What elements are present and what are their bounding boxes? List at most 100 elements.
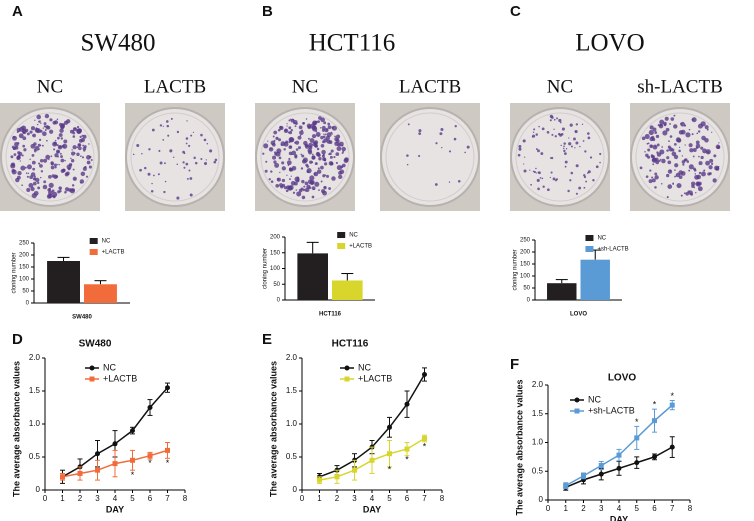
colony: [330, 149, 334, 153]
colony: [675, 137, 681, 143]
colony: [584, 150, 587, 153]
legend-label: NC: [358, 362, 371, 372]
point: [60, 474, 65, 480]
colony: [671, 151, 677, 157]
colony: [583, 186, 586, 189]
colony: [72, 131, 76, 135]
colony: [649, 169, 652, 172]
colony: [163, 190, 166, 194]
point: [95, 451, 100, 457]
colony: [268, 178, 271, 181]
photo-label: LACTB: [144, 76, 206, 97]
colony: [708, 165, 713, 170]
colony: [549, 119, 552, 122]
colony: [698, 155, 700, 158]
colony: [48, 174, 52, 179]
colony: [10, 163, 16, 169]
colony: [663, 121, 667, 126]
colony: [33, 142, 37, 146]
colony: [710, 162, 714, 165]
point: [130, 428, 135, 434]
colony: [288, 140, 291, 144]
colony: [263, 143, 269, 149]
point: [404, 401, 410, 407]
point: [317, 477, 322, 483]
colony: [311, 134, 317, 139]
colony: [573, 137, 576, 141]
colony: [448, 181, 451, 183]
y-axis-label: cloning number: [12, 252, 18, 293]
colony: [669, 122, 671, 125]
photo-label: NC: [547, 76, 573, 97]
colony: [318, 116, 322, 120]
legend-label: NC: [597, 236, 606, 242]
colony: [139, 168, 142, 172]
x-tick-label: 3: [599, 504, 604, 513]
colony: [523, 169, 527, 173]
colony: [406, 163, 409, 166]
colony: [57, 155, 59, 158]
colony: [45, 154, 51, 160]
colony: [86, 160, 91, 165]
photo-label: sh-LACTB: [637, 76, 723, 97]
colony: [665, 127, 670, 132]
dish: [255, 107, 355, 207]
colony: [172, 156, 175, 159]
colony: [563, 142, 566, 145]
colony: [466, 145, 470, 149]
colony: [65, 171, 70, 176]
point: [77, 471, 83, 476]
colony: [712, 178, 717, 183]
colony: [693, 187, 696, 189]
y-axis-label: The average absorbance values: [514, 379, 524, 515]
colony: [290, 180, 296, 186]
point: [112, 441, 118, 447]
colony: [578, 186, 582, 190]
legend-swatch: [337, 232, 346, 238]
colony: [579, 145, 581, 148]
colony: [54, 139, 57, 142]
colony: [31, 153, 35, 157]
colony: [44, 129, 47, 132]
dish-rim: [130, 112, 220, 202]
colony: [264, 169, 268, 173]
colony: [320, 165, 324, 170]
x-tick-label: 0: [300, 494, 305, 503]
colony: [333, 155, 336, 159]
colony: [50, 155, 53, 158]
colony: [24, 166, 27, 169]
legend-marker: [89, 365, 95, 371]
legend-label: NC: [349, 233, 358, 239]
colony: [570, 145, 573, 148]
colony: [418, 132, 421, 135]
colony: [652, 127, 657, 132]
colony: [295, 189, 298, 191]
colony: [306, 165, 310, 168]
colony: [675, 172, 681, 178]
colony: [166, 120, 169, 123]
colony: [57, 136, 60, 140]
colony: [42, 184, 48, 190]
colony: [288, 126, 292, 130]
colony: [189, 193, 193, 197]
colony: [568, 137, 570, 139]
colony: [82, 144, 85, 147]
chart-title: LOVO: [608, 373, 637, 384]
colony: [26, 164, 32, 170]
colony: [688, 169, 691, 172]
colony: [322, 140, 325, 144]
colony: [672, 183, 675, 185]
colony: [660, 158, 662, 161]
x-tick-label: 6: [652, 504, 657, 513]
colony: [17, 151, 21, 155]
colony: [80, 171, 86, 177]
colony: [44, 113, 50, 119]
colony: [141, 153, 143, 155]
colony: [76, 128, 82, 134]
colony: [53, 163, 58, 167]
y-axis-label: cloning number: [513, 249, 519, 290]
colony: [592, 179, 595, 182]
colony: [58, 164, 61, 166]
legend-label: NC: [103, 362, 116, 372]
x-tick-label: 8: [688, 504, 693, 513]
